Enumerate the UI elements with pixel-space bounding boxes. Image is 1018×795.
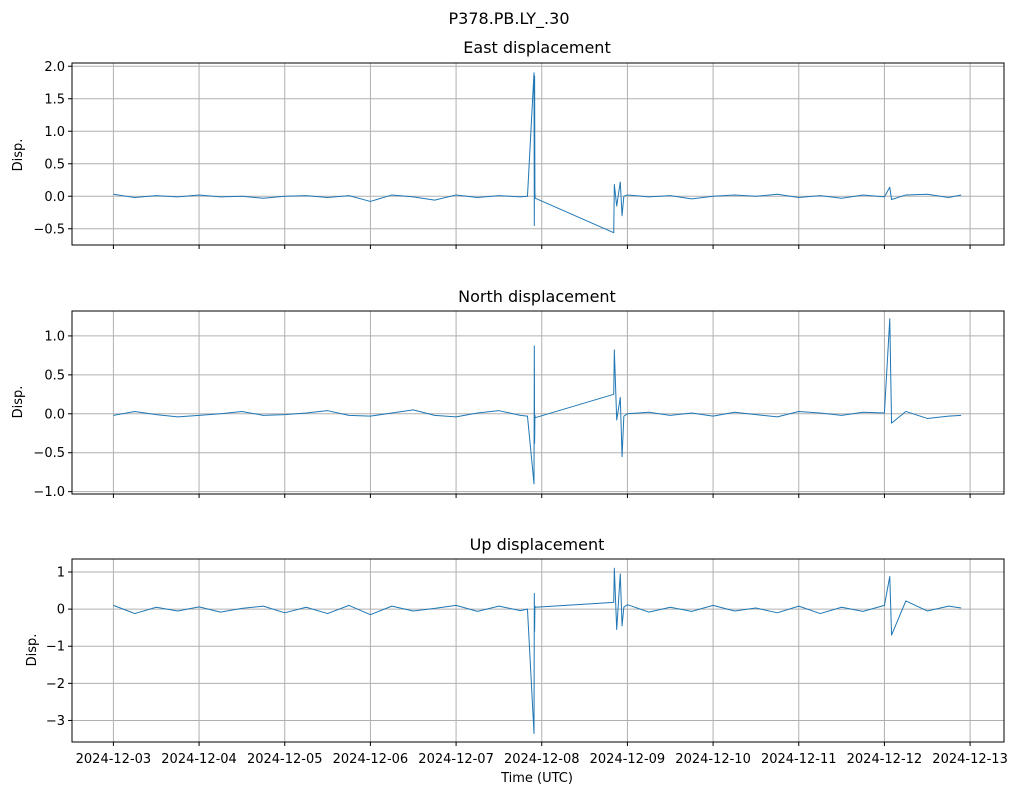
x-tick-label: 2024-12-10 (675, 752, 751, 767)
north-y-tick-label: 0.0 (44, 407, 65, 422)
north-axes-frame (71, 310, 1005, 495)
east-axes-frame (71, 62, 1005, 246)
north-panel-title: North displacement (458, 287, 616, 306)
east-y-tick-label: 0.0 (44, 190, 65, 205)
north-y-axis-label: Disp. (11, 386, 26, 419)
north-y-tick-label: −0.5 (33, 446, 65, 461)
east-y-tick-label: 2.0 (44, 60, 65, 75)
north-y-tick-label: 1.0 (44, 329, 65, 344)
up-grid (68, 559, 1004, 746)
x-tick-label: 2024-12-08 (504, 752, 580, 767)
east-y-tick-label: −0.5 (33, 222, 65, 237)
up-panel: Up displacement Disp. −3 −2 −1 0 1 (25, 535, 1005, 746)
up-y-axis-label: Disp. (25, 634, 40, 667)
x-axis-label: Time (UTC) (500, 771, 573, 786)
up-y-tick-label: −2 (46, 677, 65, 692)
east-y-tick-label: 1.0 (44, 125, 65, 140)
north-grid (68, 311, 1004, 498)
x-tick-label: 2024-12-07 (418, 752, 494, 767)
x-tick-label: 2024-12-06 (333, 752, 409, 767)
x-tick-label: 2024-12-09 (590, 752, 666, 767)
x-tick-label: 2024-12-05 (247, 752, 323, 767)
x-tick-label: 2024-12-03 (76, 752, 152, 767)
figure-title: P378.PB.LY_.30 (449, 9, 570, 29)
east-panel-title: East displacement (463, 38, 610, 57)
east-panel: East displacement Disp. −0.5 0.0 0.5 1.0 1.5… (11, 38, 1005, 249)
up-y-tick-label: 0 (57, 603, 65, 618)
north-series-line (113, 318, 962, 485)
north-panel: North displacement Disp. −1.0 −0.5 0.0 0.5 1… (11, 287, 1005, 500)
x-tick-label: 2024-12-04 (161, 752, 237, 767)
east-y-tick-label: 0.5 (44, 157, 65, 172)
x-tick-label: 2024-12-11 (761, 752, 837, 767)
up-y-tick-label: −1 (46, 640, 65, 655)
up-y-tick-label: 1 (57, 565, 65, 580)
x-tick-label: 2024-12-13 (932, 752, 1008, 767)
x-tick-label: 2024-12-12 (847, 752, 923, 767)
up-axes-frame (71, 558, 1005, 743)
up-panel-title: Up displacement (470, 535, 605, 554)
up-y-tick-label: −3 (46, 714, 65, 729)
north-y-tick-label: 0.5 (44, 368, 65, 383)
east-y-tick-label: 1.5 (44, 92, 65, 107)
up-series-line (113, 567, 962, 734)
north-y-tick-label: −1.0 (33, 485, 65, 500)
east-series-line (113, 72, 962, 234)
east-grid (68, 63, 1004, 249)
east-y-axis-label: Disp. (11, 139, 26, 172)
